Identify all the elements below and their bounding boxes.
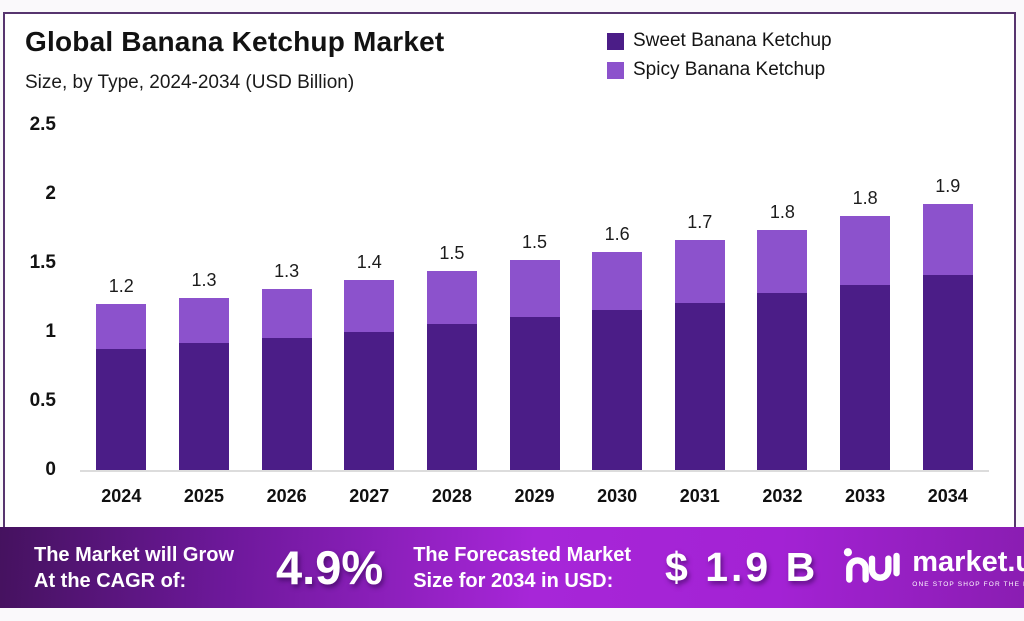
- bar-segment-spicy: [426, 271, 477, 324]
- cagr-intro-line1: The Market will Grow: [34, 543, 235, 566]
- bar-segment-spicy: [261, 289, 312, 338]
- bar-segment-sweet: [757, 293, 808, 470]
- bar-group-2031: 1.7 2031: [658, 125, 741, 506]
- x-axis-label: 2034: [927, 486, 968, 506]
- y-axis-tick: 1.5: [29, 252, 56, 273]
- bar-group-2024: 1.2 2024: [80, 125, 163, 506]
- bar-segment-spicy: [674, 239, 725, 304]
- bar-total-label: 1.8: [852, 188, 878, 209]
- bar-segment-spicy: [757, 229, 808, 294]
- chart-subtitle: Size, by Type, 2024-2034 (USD Billion): [25, 72, 355, 93]
- bar-segment-spicy: [592, 251, 643, 310]
- bar-total-label: 1.9: [935, 175, 961, 196]
- bar-segment-sweet: [96, 348, 147, 470]
- brand-block: market.us ONE STOP SHOP FOR THE REPORTS: [842, 544, 1024, 591]
- x-axis-label: 2026: [266, 486, 307, 506]
- cagr-value: 4.9%: [276, 541, 384, 594]
- cagr-intro-text: The Market will Grow At the CAGR of:: [34, 542, 234, 594]
- legend-item: Sweet Banana Ketchup: [607, 30, 832, 52]
- y-axis-tick: 0.5: [29, 390, 56, 411]
- market-us-logo-icon: [842, 544, 902, 591]
- bar-segment-spicy: [840, 216, 891, 286]
- bar-segment-sweet: [426, 323, 477, 470]
- bar-group-2032: 1.8 2032: [741, 125, 824, 506]
- legend-label: Spicy Banana Ketchup: [633, 59, 826, 80]
- bar-total-label: 1.4: [356, 251, 382, 272]
- bar-segment-sweet: [592, 309, 643, 470]
- bar-total-label: 1.8: [769, 201, 795, 222]
- x-axis-label: 2025: [183, 486, 224, 506]
- bar-segment-sweet: [674, 303, 725, 470]
- legend: Sweet Banana Ketchup Spicy Banana Ketchup: [607, 30, 832, 81]
- bar-group-2029: 1.5 2029: [493, 125, 576, 506]
- y-axis-tick: 1: [45, 321, 56, 342]
- bar-total-label: 1.5: [439, 243, 465, 264]
- x-axis-label: 2032: [762, 486, 803, 506]
- y-axis-tick: 2.5: [29, 114, 56, 135]
- y-axis-tick: 2: [45, 183, 56, 204]
- legend-swatch: [607, 61, 624, 79]
- legend-swatch: [607, 32, 624, 50]
- y-axis: 0 0.5 1 1.5 2 2.5: [0, 114, 68, 480]
- bar-segment-sweet: [840, 285, 891, 470]
- x-axis-label: 2028: [431, 486, 472, 506]
- brand-tagline: ONE STOP SHOP FOR THE REPORTS: [912, 580, 1024, 588]
- brand-text: market.us ONE STOP SHOP FOR THE REPORTS: [912, 545, 1024, 588]
- bar-total-label: 1.6: [604, 223, 630, 244]
- cagr-intro-line2: At the CAGR of:: [34, 569, 187, 592]
- footer-banner: The Market will Grow At the CAGR of: 4.9…: [0, 527, 1024, 608]
- bar-group-2025: 1.3 2025: [163, 125, 246, 506]
- bar-total-label: 1.7: [687, 211, 713, 232]
- x-axis-label: 2030: [597, 486, 638, 506]
- x-axis-label: 2029: [514, 486, 555, 506]
- bar-segment-sweet: [178, 343, 229, 470]
- bar-segment-sweet: [261, 337, 312, 470]
- y-axis-tick: 0: [45, 459, 56, 480]
- x-axis-label: 2027: [349, 486, 390, 506]
- forecast-intro-line1: The Forecasted Market: [413, 543, 632, 566]
- bar-segment-sweet: [344, 332, 395, 470]
- bar-segment-spicy: [96, 304, 147, 349]
- bar-segment-spicy: [178, 297, 229, 344]
- forecast-value: $ 1.9 B: [665, 544, 819, 590]
- bar-group-2034: 1.9 2034: [906, 125, 989, 506]
- brand-name: market.us: [912, 545, 1024, 578]
- x-axis-label: 2031: [679, 486, 720, 506]
- x-axis-label: 2024: [101, 486, 142, 506]
- bar-total-label: 1.3: [274, 261, 300, 282]
- bar-group-2033: 1.8 2033: [824, 125, 907, 506]
- x-axis-label: 2033: [845, 486, 886, 506]
- legend-item: Spicy Banana Ketchup: [607, 59, 832, 81]
- bar-segment-sweet: [922, 275, 973, 470]
- chart-title: Global Banana Ketchup Market: [25, 26, 445, 57]
- forecast-intro-line2: Size for 2034 in USD:: [413, 569, 614, 592]
- legend-label: Sweet Banana Ketchup: [633, 30, 832, 51]
- forecast-intro-text: The Forecasted Market Size for 2034 in U…: [413, 542, 631, 594]
- bar-group-2026: 1.3 2026: [245, 125, 328, 506]
- bar-total-label: 1.2: [108, 276, 134, 297]
- bar-group-2030: 1.6 2030: [576, 125, 659, 506]
- bar-segment-spicy: [922, 203, 973, 276]
- bar-group-2027: 1.4 2027: [328, 125, 411, 506]
- bar-segment-spicy: [509, 260, 560, 317]
- plot-area: 1.2 2024 1.3 2025 1.3 2026 1.4 2027 1.5 2028 1.5 20…: [80, 125, 989, 506]
- bar-segment-spicy: [344, 279, 395, 332]
- bar-segment-sweet: [509, 316, 560, 470]
- bar-total-label: 1.3: [191, 269, 217, 290]
- bar-group-2028: 1.5 2028: [411, 125, 494, 506]
- bar-total-label: 1.5: [522, 232, 548, 253]
